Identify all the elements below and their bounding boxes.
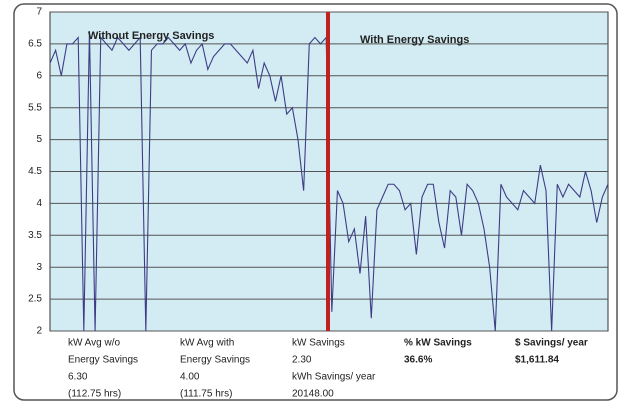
- y-tick-label: 4.5: [28, 166, 42, 177]
- stat-text: 6.30: [68, 372, 88, 383]
- stat-text: kWh Savings/ year: [292, 372, 376, 383]
- stat-text: $1,611.84: [515, 355, 559, 366]
- y-tick-label: 3.5: [28, 230, 42, 241]
- stat-text: (112.75 hrs): [68, 389, 121, 400]
- stat-text: kW Avg with: [180, 338, 234, 349]
- y-tick-label: 5.5: [28, 102, 42, 113]
- stat-text: (111.75 hrs): [180, 389, 232, 400]
- stat-text: % kW Savings: [404, 338, 472, 349]
- stat-text: kW Savings: [292, 338, 345, 349]
- y-tick-label: 5: [36, 134, 42, 145]
- y-tick-label: 2: [36, 326, 42, 337]
- stat-text: Energy Savings: [68, 355, 138, 366]
- stat-text: 2.30: [292, 355, 312, 366]
- annotation: With Energy Savings: [360, 34, 469, 46]
- y-tick-label: 2.5: [28, 294, 42, 305]
- y-tick-label: 6: [36, 70, 42, 81]
- stat-text: kW Avg w/o: [68, 338, 120, 349]
- annotation: Without Energy Savings: [88, 30, 214, 42]
- stat-text: 4.00: [180, 372, 200, 383]
- y-tick-label: 7: [36, 7, 42, 18]
- stat-text: 36.6%: [404, 355, 432, 366]
- y-tick-label: 3: [36, 262, 42, 273]
- stat-text: Energy Savings: [180, 355, 250, 366]
- stat-text: $ Savings/ year: [515, 338, 588, 349]
- y-tick-label: 6.5: [28, 39, 42, 50]
- stat-text: 20148.00: [292, 389, 334, 400]
- y-tick-label: 4: [36, 198, 42, 209]
